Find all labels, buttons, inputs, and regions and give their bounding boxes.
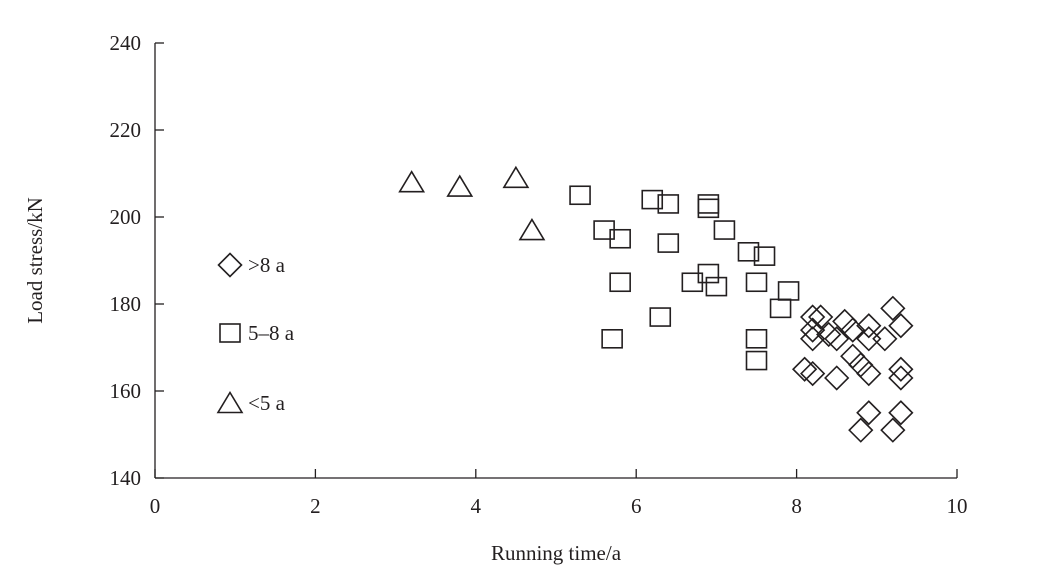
diamond-point [840,317,866,343]
legend-label: 5–8 a [248,321,295,345]
diamond-point [800,326,826,352]
diamond-point [856,313,882,339]
triangle-point [502,165,530,189]
triangle-point [398,170,426,193]
diamond-point [856,400,882,426]
data-points [398,165,914,443]
square-point [649,307,672,327]
square-point [737,242,760,262]
diamond-point [848,352,874,378]
diamond-point [888,356,914,382]
diamond-point [848,417,874,443]
legend: >8 a 5–8 a <5 a [216,252,295,415]
y-tick-label: 200 [110,205,142,229]
axes [154,43,957,479]
square-point [697,194,720,214]
x-tick-label: 2 [310,494,321,518]
diamond-point [888,400,914,426]
y-tick-label: 240 [110,31,142,55]
x-tick-label: 10 [947,494,968,518]
square-point [569,185,591,206]
square-point [641,189,664,210]
diamond-point [856,326,882,352]
diamond-point [800,360,826,387]
diamond-point [800,317,826,343]
y-ticks: 140 160 180 200 220 240 [110,31,164,490]
x-tick-label: 4 [471,494,482,518]
diamond-point [816,321,842,348]
square-point [657,194,680,214]
square-point [609,272,631,293]
square-point [609,228,631,249]
diamond-point [880,295,906,321]
legend-triangle-icon [216,390,244,414]
legend-diamond-icon [217,252,243,278]
square-point [713,220,736,240]
diamond-point [791,356,818,382]
square-point [769,298,792,319]
legend-square-icon [219,323,241,343]
y-tick-label: 160 [110,379,142,403]
square-point [745,328,768,349]
square-point [705,276,728,297]
diamond-point [800,304,826,330]
triangle-point [518,217,546,241]
x-ticks: 0 2 4 6 8 10 [150,469,968,518]
diamond-point [880,417,906,443]
x-tick-label: 8 [791,494,802,518]
diamond-point [824,365,850,391]
y-tick-label: 180 [110,292,142,316]
diamond-point [832,308,858,335]
x-tick-label: 6 [631,494,642,518]
y-axis-title: Load stress/kN [23,197,47,324]
y-tick-label: 220 [110,118,142,142]
square-point [745,272,768,293]
diamond-point [888,313,914,339]
diamond-point [840,343,866,369]
legend-label: >8 a [248,253,286,277]
y-tick-label: 140 [110,466,142,490]
diamond-point [872,326,898,352]
x-tick-label: 0 [150,494,161,518]
diamond-point [808,304,834,330]
square-point [657,233,680,253]
triangle-point [446,174,474,197]
square-point [601,328,623,349]
square-point [777,281,800,301]
square-point [753,246,776,266]
diamond-point [824,326,850,352]
diamond-point [888,365,914,391]
square-point [697,263,720,284]
square-point [745,350,768,371]
square-point [697,198,720,219]
diamond-point [856,360,882,387]
legend-label: <5 a [248,391,286,415]
x-axis-title: Running time/a [491,541,622,565]
